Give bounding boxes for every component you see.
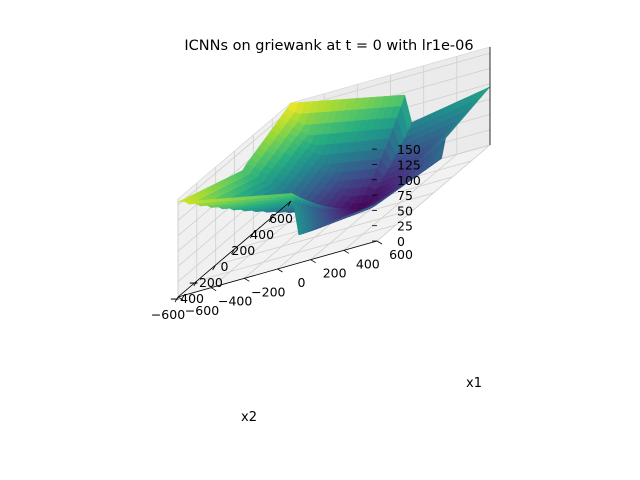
x2-axis-label: x2 [241, 410, 257, 425]
surface-mesh [177, 86, 491, 236]
z-tick-label: 0 [397, 234, 405, 249]
z-tick-label: 50 [397, 203, 413, 218]
x2-tick-label: −200 [188, 275, 222, 290]
chart-title: ICNNs on griewank at t = 0 with lr1e-06 [184, 38, 473, 54]
x1-tick-mark [210, 287, 217, 292]
x2-tick-label: 600 [269, 211, 293, 226]
z-tick-label: 100 [397, 173, 421, 188]
x2-tick-label: 400 [250, 227, 274, 242]
z-tick-label: 25 [397, 219, 413, 234]
axes: −600−400−20002004006006004002000−200−400… [151, 47, 491, 322]
x1-tick-mark [277, 268, 283, 273]
x1-tick-label: −200 [251, 284, 285, 299]
x2-tick-mark [249, 232, 254, 239]
x2-tick-mark [231, 248, 235, 255]
x2-tick-label: −400 [170, 291, 204, 306]
x1-tick-label: 400 [356, 256, 380, 271]
x2-tick-mark [287, 200, 292, 207]
z-tick-label: 150 [397, 142, 421, 157]
x1-tick-label: 200 [323, 266, 347, 281]
x1-tick-mark [343, 249, 350, 254]
x2-tick-label: 0 [221, 259, 229, 274]
x1-tick-label: −400 [218, 294, 252, 309]
surface-facet [177, 199, 190, 205]
x1-tick-label: 600 [389, 247, 413, 262]
x1-tick-mark [244, 277, 250, 282]
x2-tick-mark [268, 216, 273, 223]
x1-axis-label: x1 [466, 376, 482, 391]
x2-tick-label: −600 [151, 307, 185, 322]
x2-tick-label: 200 [231, 243, 255, 258]
x1-tick-mark [310, 259, 316, 264]
x1-tick-mark [177, 296, 184, 301]
x1-tick-mark [376, 240, 383, 245]
x2-tick-mark [212, 264, 217, 271]
x2-tick-mark [193, 280, 198, 287]
x1-tick-label: 0 [298, 275, 306, 290]
x2-tick-mark [174, 296, 179, 303]
x1-tick-label: −600 [185, 303, 219, 318]
z-tick-label: 125 [397, 157, 421, 172]
z-tick-label: 75 [397, 188, 413, 203]
